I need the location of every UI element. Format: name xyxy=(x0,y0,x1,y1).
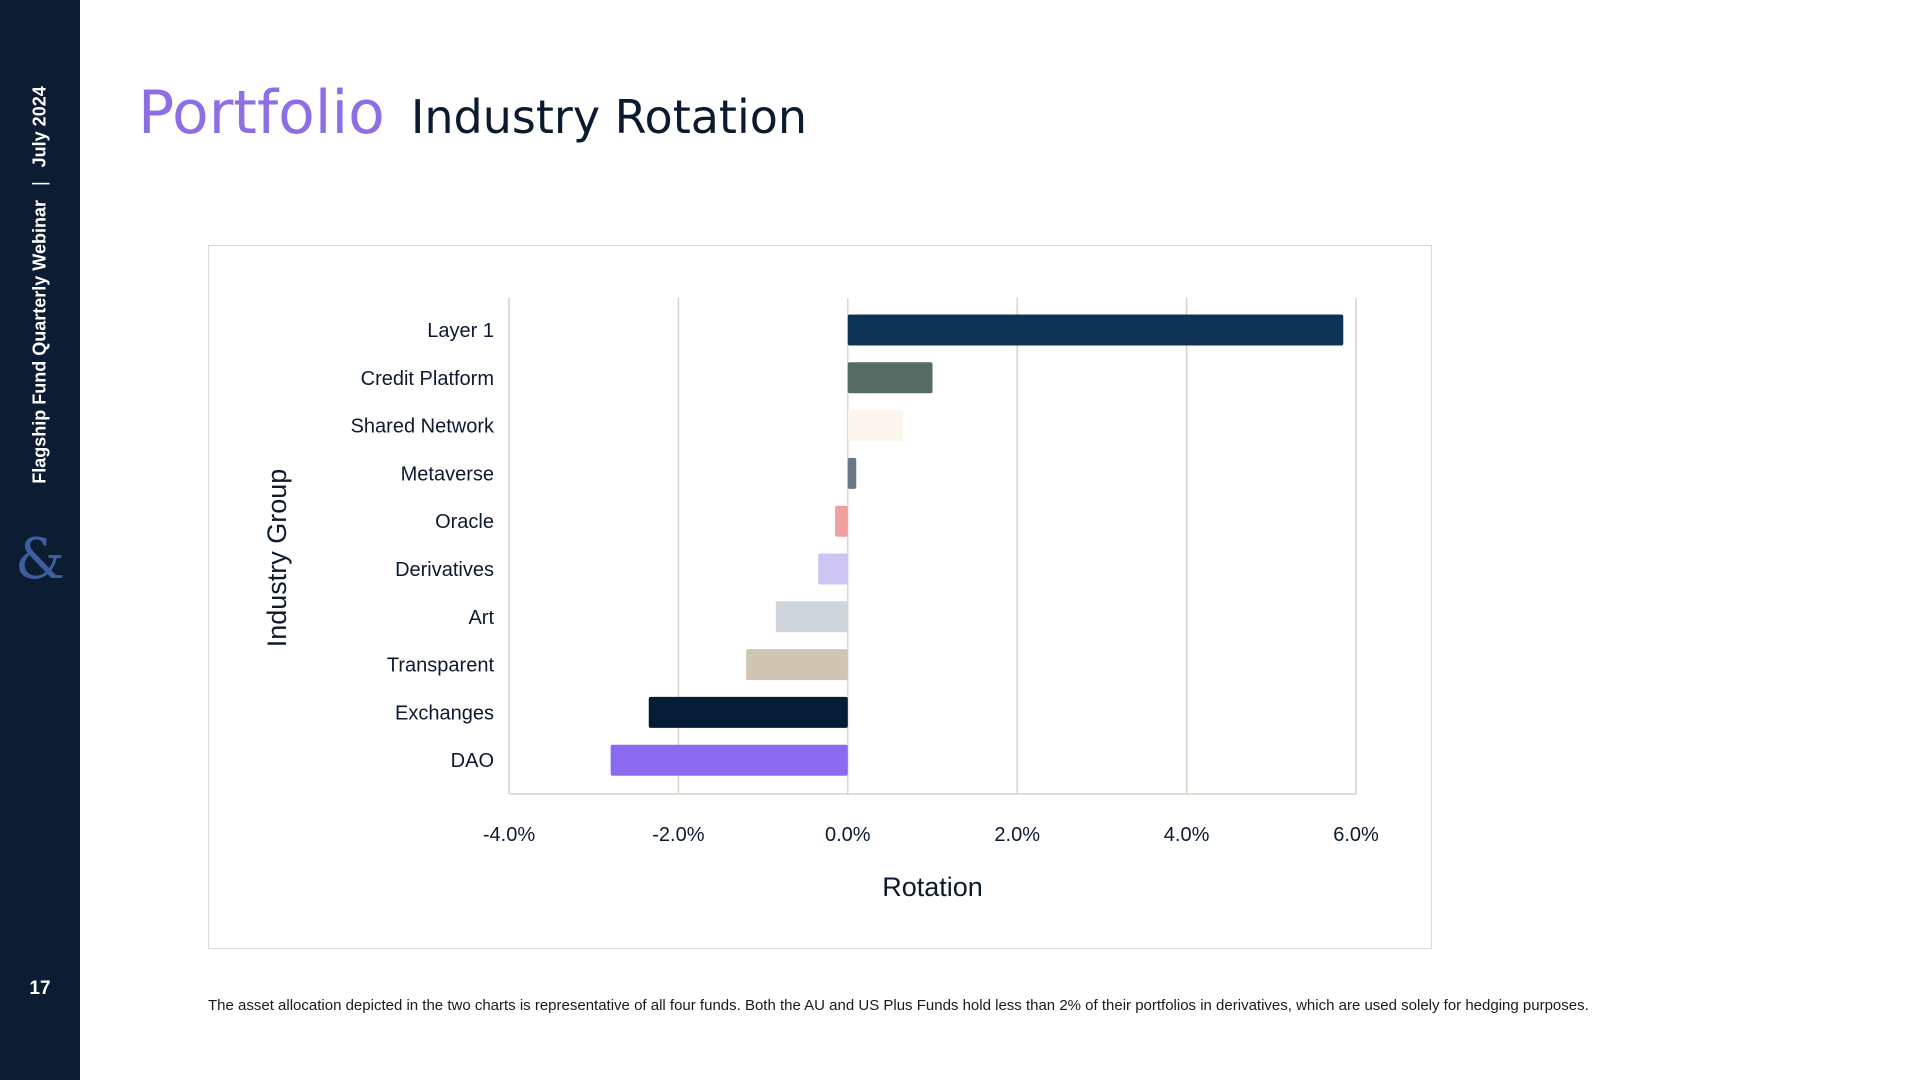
bar xyxy=(847,314,1344,346)
bar xyxy=(648,696,848,728)
x-tick-label: 6.0% xyxy=(1333,824,1379,846)
bar xyxy=(610,744,848,776)
section-title: Portfolio xyxy=(138,78,385,148)
sidebar: Flagship Fund Quarterly Webinar | July 202… xyxy=(0,0,80,1080)
ampersand-icon: & xyxy=(15,527,65,592)
category-label: Transparent xyxy=(387,655,495,677)
x-tick-label: -4.0% xyxy=(483,824,535,846)
bar xyxy=(847,457,857,489)
footnote: The asset allocation depicted in the two… xyxy=(208,997,1589,1014)
industry-rotation-chart: Layer 1 Credit Platform Shared Network Meta… xyxy=(262,298,1379,902)
category-label: Oracle xyxy=(435,511,494,533)
category-label: Derivatives xyxy=(395,559,494,581)
page-title: Portfolio Industry Rotation xyxy=(138,78,807,148)
slide-title: Industry Rotation xyxy=(410,90,808,144)
x-tick-label: -2.0% xyxy=(652,824,704,846)
bar xyxy=(775,601,848,633)
category-label: Shared Network xyxy=(351,416,495,438)
page-number: 17 xyxy=(29,978,51,999)
category-label: Art xyxy=(468,607,494,629)
bar xyxy=(847,362,933,394)
sidebar-event-label: Flagship Fund Quarterly Webinar | July 202… xyxy=(30,86,51,483)
category-label: Credit Platform xyxy=(361,368,494,390)
separator: | xyxy=(29,181,50,187)
bar xyxy=(835,505,848,537)
category-label: DAO xyxy=(451,750,494,772)
x-tick-label: 4.0% xyxy=(1164,824,1210,846)
event-name: Flagship Fund Quarterly Webinar xyxy=(29,200,50,484)
category-label: Exchanges xyxy=(395,702,494,724)
event-date: July 2024 xyxy=(29,86,50,168)
x-axis-title: Rotation xyxy=(882,872,983,902)
x-tick-label: 2.0% xyxy=(994,824,1040,846)
category-label: Metaverse xyxy=(401,463,494,485)
chart-container: Layer 1 Credit Platform Shared Network Meta… xyxy=(208,245,1432,949)
bar xyxy=(746,649,848,681)
x-tick-label: 0.0% xyxy=(825,824,871,846)
bar xyxy=(847,410,903,442)
y-axis-title: Industry Group xyxy=(262,469,292,648)
category-label: Layer 1 xyxy=(427,320,494,342)
bar xyxy=(818,553,848,585)
